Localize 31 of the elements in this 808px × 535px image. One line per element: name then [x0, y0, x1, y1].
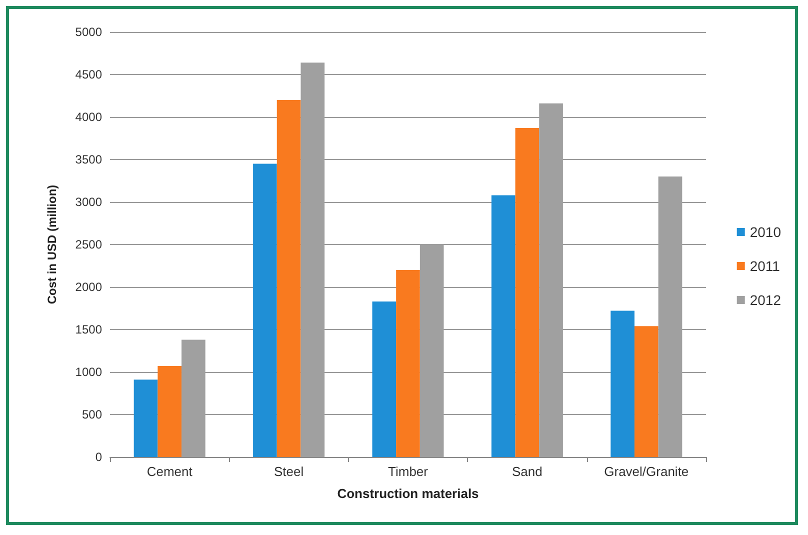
- y-tick-label: 3000: [75, 195, 102, 209]
- bar: [158, 366, 182, 457]
- y-tick-label: 4000: [75, 110, 102, 124]
- legend-label: 2012: [750, 292, 782, 308]
- y-tick-label: 3500: [75, 152, 102, 166]
- bar: [396, 270, 420, 457]
- x-tick-label: Steel: [274, 464, 304, 479]
- y-tick-label: 1000: [75, 365, 102, 379]
- x-tick-label: Gravel/Granite: [604, 464, 689, 479]
- y-tick-label: 0: [95, 450, 102, 464]
- x-axis-title: Construction materials: [337, 486, 479, 501]
- legend-label: 2011: [750, 258, 780, 274]
- bar: [276, 100, 301, 457]
- bar: [253, 164, 277, 457]
- bar: [515, 128, 540, 457]
- x-tick-label: Sand: [512, 464, 542, 479]
- y-tick-label: 2000: [75, 280, 102, 294]
- x-tick-label: Cement: [146, 464, 193, 479]
- bar: [372, 301, 396, 457]
- bar: [610, 310, 634, 457]
- bar: [491, 195, 516, 457]
- y-tick-label: 4500: [75, 68, 102, 82]
- y-tick-label: 5000: [75, 25, 102, 39]
- y-tick-label: 500: [82, 408, 102, 422]
- y-tick-label: 1500: [75, 322, 102, 336]
- legend-label: 2010: [750, 224, 782, 240]
- y-axis-title: Cost in USD (million): [45, 184, 59, 304]
- x-tick-label: Timber: [388, 464, 429, 479]
- y-tick-label: 2500: [75, 238, 102, 252]
- bar: [134, 380, 158, 457]
- bar: [634, 326, 658, 457]
